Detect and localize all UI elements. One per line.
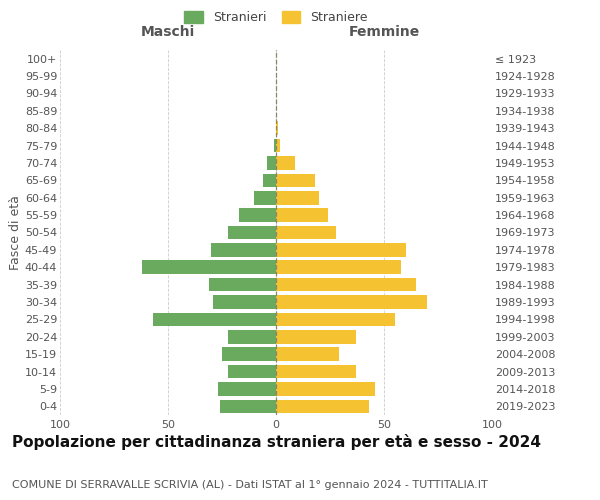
Bar bbox=[229, 365, 276, 378]
Text: COMUNE DI SERRAVALLE SCRIVIA (AL) - Dati ISTAT al 1° gennaio 2024 - TUTTITALIA.I: COMUNE DI SERRAVALLE SCRIVIA (AL) - Dati… bbox=[12, 480, 488, 490]
Bar bbox=[276, 400, 369, 413]
Bar bbox=[276, 278, 416, 291]
Bar bbox=[229, 226, 276, 239]
Bar bbox=[263, 174, 276, 187]
Bar bbox=[276, 191, 319, 204]
Bar bbox=[276, 226, 337, 239]
Bar bbox=[211, 243, 276, 256]
Bar bbox=[276, 243, 406, 256]
Bar bbox=[276, 295, 427, 309]
Bar bbox=[276, 208, 328, 222]
Bar bbox=[276, 382, 376, 396]
Text: Popolazione per cittadinanza straniera per età e sesso - 2024: Popolazione per cittadinanza straniera p… bbox=[12, 434, 541, 450]
Bar bbox=[229, 330, 276, 344]
Text: Femmine: Femmine bbox=[349, 25, 419, 39]
Bar bbox=[268, 156, 276, 170]
Bar bbox=[276, 122, 278, 135]
Bar bbox=[222, 348, 276, 361]
Bar bbox=[254, 191, 276, 204]
Bar bbox=[142, 260, 276, 274]
Bar bbox=[209, 278, 276, 291]
Text: Maschi: Maschi bbox=[141, 25, 195, 39]
Bar bbox=[220, 400, 276, 413]
Bar bbox=[239, 208, 276, 222]
Bar bbox=[276, 365, 356, 378]
Bar bbox=[274, 139, 276, 152]
Bar bbox=[276, 139, 280, 152]
Bar bbox=[276, 174, 315, 187]
Bar bbox=[218, 382, 276, 396]
Bar bbox=[214, 295, 276, 309]
Bar bbox=[276, 348, 338, 361]
Bar bbox=[276, 156, 295, 170]
Bar bbox=[276, 330, 356, 344]
Y-axis label: Fasce di età: Fasce di età bbox=[9, 195, 22, 270]
Bar bbox=[153, 312, 276, 326]
Bar bbox=[276, 260, 401, 274]
Legend: Stranieri, Straniere: Stranieri, Straniere bbox=[182, 8, 370, 26]
Bar bbox=[276, 312, 395, 326]
